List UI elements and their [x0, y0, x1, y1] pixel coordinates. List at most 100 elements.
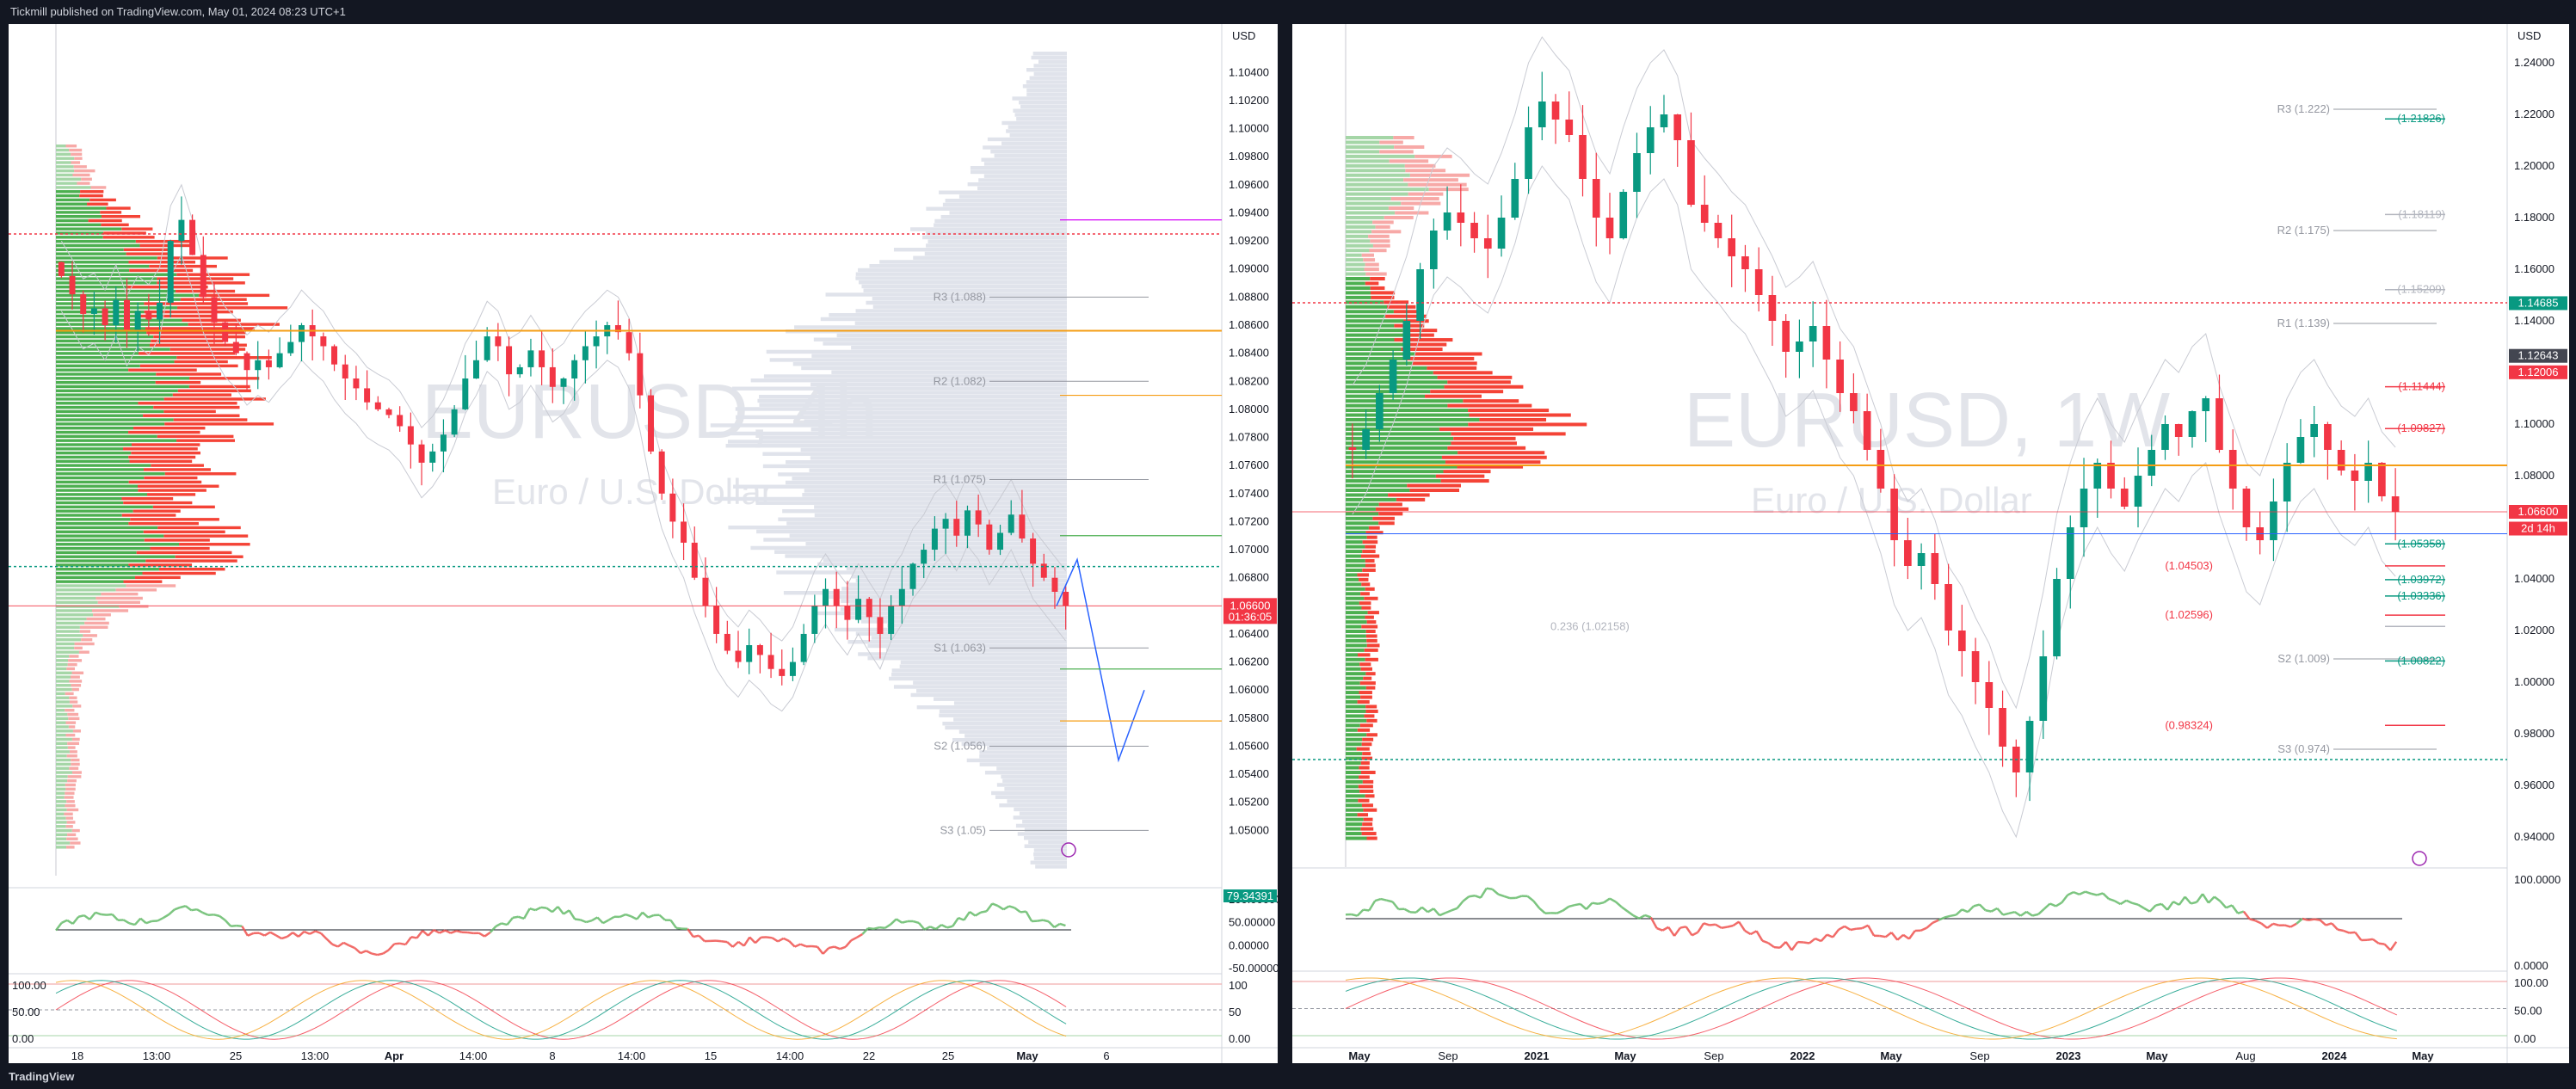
fib-level-label: (1.02596): [2165, 608, 2213, 621]
volume-down-bar: [1364, 596, 1378, 600]
volume-down-bar: [100, 211, 122, 214]
volume-profile-bar: [1008, 125, 1067, 129]
rsi-line-segment: [2366, 938, 2374, 941]
time-tick-label: Aug: [2235, 1049, 2255, 1062]
volume-down-bar: [139, 364, 238, 368]
candle-body: [1402, 321, 1411, 360]
candle-body: [1877, 450, 1885, 489]
volume-profile-bar: [840, 607, 1067, 612]
volume-down-bar: [177, 389, 251, 392]
volume-down-bar: [71, 671, 84, 674]
volume-up-bar: [56, 671, 72, 674]
volume-profile-bar: [978, 178, 1067, 182]
volume-up-bar: [56, 476, 145, 480]
rsi-line-segment: [258, 932, 266, 937]
candle-body: [2161, 424, 2169, 450]
volume-down-bar: [1414, 154, 1452, 158]
volume-up-bar: [56, 451, 132, 455]
volume-up-bar: [56, 223, 102, 227]
volume-profile-bar: [786, 521, 1067, 526]
price-axis-tag: [2509, 348, 2567, 363]
rsi-line-segment: [354, 947, 361, 955]
time-tick-label: 2021: [1525, 1049, 1550, 1062]
volume-profile-bar: [977, 186, 1067, 191]
volume-profile-bar: [814, 513, 1067, 518]
volume-down-bar: [1372, 243, 1390, 248]
rsi-line-segment: [2354, 932, 2363, 941]
volume-profile-bar: [967, 182, 1067, 187]
rsi-line-segment: [2002, 912, 2010, 916]
volume-profile-bar: [1026, 80, 1067, 84]
rsi-line-segment: [1644, 914, 1652, 919]
volume-down-bar: [71, 161, 81, 164]
rsi-line-segment: [856, 932, 864, 938]
candle-body: [888, 606, 895, 634]
rsi-line-segment: [1985, 909, 1992, 913]
rsi-line-segment: [1585, 901, 1593, 910]
volume-up-bar: [1346, 366, 1427, 370]
volume-up-bar: [1346, 630, 1366, 633]
candle-body: [658, 451, 665, 494]
volume-down-bar: [138, 489, 206, 492]
rsi-line-segment: [1856, 926, 1863, 930]
candle-body: [265, 360, 272, 367]
volume-down-bar: [1366, 638, 1377, 643]
volume-up-bar: [56, 248, 124, 251]
chart-canvas[interactable]: R3 (1.222) R2 (1.175) R1 (1.139) S2 (1.009)…: [1292, 24, 2569, 1063]
volume-up-bar: [56, 173, 73, 177]
price-tick-label: 1.14000: [2514, 314, 2554, 327]
volume-down-bar: [1357, 813, 1369, 817]
rsi-line-segment: [1415, 906, 1423, 914]
candle-body: [80, 294, 87, 314]
volume-profile-bar: [1001, 120, 1067, 126]
volume-down-bar: [1365, 709, 1378, 713]
time-tick-label: 8: [549, 1049, 555, 1062]
candle-body: [2120, 489, 2129, 507]
price-tick-label: 1.08000: [1229, 403, 1269, 415]
volume-down-bar: [71, 771, 82, 774]
volume-up-bar: [56, 405, 154, 409]
volume-down-bar: [1362, 752, 1371, 756]
volume-profile-bar: [913, 255, 1067, 260]
volume-down-bar: [123, 248, 173, 251]
chart-canvas[interactable]: R3 (1.088) R2 (1.082) R1 (1.075) S1 (1.063)…: [9, 24, 1278, 1063]
rsi-line-segment: [822, 947, 830, 955]
candle-body: [1619, 192, 1628, 238]
volume-profile-bar: [871, 636, 1067, 640]
volume-down-bar: [1360, 592, 1370, 596]
volume-profile-bar: [1026, 68, 1067, 72]
candle-body: [69, 275, 76, 295]
volume-down-bar: [1401, 348, 1443, 351]
rsi-line-segment: [1879, 934, 1886, 938]
price-tick-label: 1.06000: [1229, 683, 1269, 696]
volume-down-bar: [66, 808, 79, 812]
rsi-line-segment: [495, 922, 502, 927]
volume-profile-bar: [1035, 864, 1067, 869]
volume-down-bar: [71, 828, 80, 833]
volume-profile-bar: [817, 562, 1067, 567]
fib-level-label: (1.11444): [2398, 380, 2445, 393]
volume-down-bar: [164, 422, 274, 426]
rsi-line-segment: [1002, 905, 1010, 911]
candle-body: [1019, 514, 1026, 538]
chart-panel-eurusd-4h[interactable]: EURUSD, 4h Euro / U.S. Dollar R3 (1.088)…: [9, 24, 1278, 1063]
candle-body: [702, 577, 709, 606]
chart-panel-eurusd-1w[interactable]: EURUSD, 1W Euro / U.S. Dollar R3 (1.222)…: [1292, 24, 2569, 1063]
rsi-line-segment: [1973, 903, 1981, 908]
rsi-line-segment: [873, 926, 880, 931]
volume-profile-bar: [1022, 84, 1067, 89]
volume-up-bar: [56, 667, 67, 671]
volume-down-bar: [67, 833, 77, 837]
volume-up-bar: [1346, 390, 1431, 394]
candle-body: [1565, 120, 1574, 135]
rsi-line-segment: [568, 909, 576, 920]
rsi-line-segment: [1532, 900, 1541, 909]
volume-down-bar: [65, 692, 74, 696]
volume-up-bar: [56, 509, 133, 513]
rsi-line-segment: [444, 929, 452, 934]
volume-up-bar: [1346, 333, 1405, 337]
volume-up-bar: [56, 348, 170, 351]
volume-down-bar: [1362, 550, 1376, 554]
volume-up-bar: [1346, 803, 1362, 808]
volume-up-bar: [1346, 281, 1365, 286]
